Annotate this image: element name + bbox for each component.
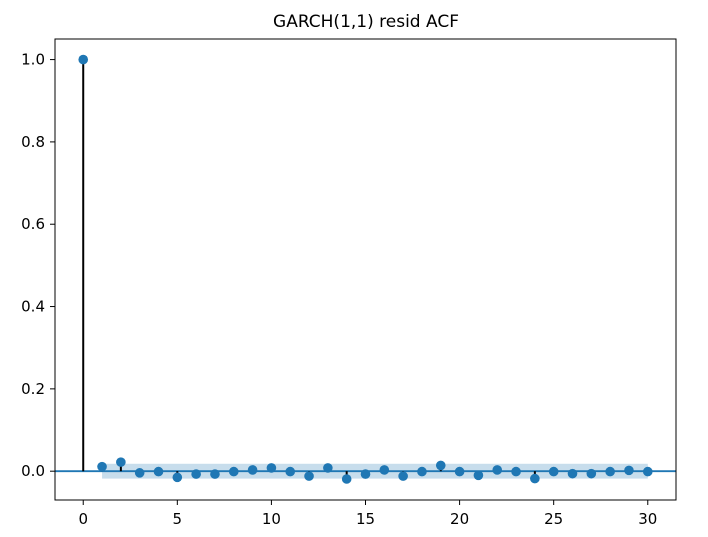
acf-point bbox=[379, 465, 390, 475]
acf-point bbox=[398, 471, 408, 481]
acf-point bbox=[567, 468, 578, 479]
acf-point bbox=[78, 54, 89, 65]
acf-point bbox=[530, 473, 540, 484]
x-tick-label: 30 bbox=[638, 510, 657, 528]
acf-point bbox=[285, 466, 296, 477]
acf-point bbox=[586, 468, 597, 479]
acf-point bbox=[492, 465, 503, 475]
acf-point bbox=[116, 457, 126, 467]
x-tick-label: 5 bbox=[173, 510, 183, 528]
x-tick-label: 10 bbox=[262, 510, 281, 528]
acf-point bbox=[191, 469, 201, 479]
y-tick-label: 1.0 bbox=[21, 51, 45, 69]
y-tick-label: 0.0 bbox=[21, 462, 45, 480]
acf-point bbox=[435, 460, 446, 471]
acf-point bbox=[210, 469, 220, 479]
y-tick-label: 0.8 bbox=[21, 133, 45, 151]
acf-point bbox=[454, 466, 465, 477]
y-tick-label: 0.2 bbox=[21, 380, 45, 398]
acf-point bbox=[247, 465, 258, 475]
acf-point bbox=[605, 466, 615, 477]
acf-point bbox=[548, 466, 559, 477]
y-tick-label: 0.4 bbox=[21, 298, 45, 316]
acf-point bbox=[642, 466, 653, 477]
y-axis: 0.0 0.2 0.4 0.6 0.8 1.0 bbox=[21, 51, 55, 480]
acf-point bbox=[266, 463, 277, 473]
acf-point bbox=[97, 461, 107, 472]
plot-frame bbox=[54, 38, 677, 501]
x-axis: 0 5 10 15 20 25 30 bbox=[78, 500, 657, 528]
plot-area bbox=[55, 54, 676, 484]
x-tick-label: 25 bbox=[544, 510, 563, 528]
acf-point bbox=[172, 472, 183, 483]
acf-point bbox=[624, 465, 634, 476]
acf-point bbox=[417, 466, 427, 477]
acf-point bbox=[153, 466, 164, 477]
acf-point bbox=[341, 474, 352, 484]
acf-point bbox=[323, 463, 333, 473]
x-tick-label: 0 bbox=[78, 510, 88, 528]
x-tick-label: 20 bbox=[450, 510, 469, 528]
acf-point bbox=[228, 466, 239, 477]
chart-title: GARCH(1,1) resid ACF bbox=[273, 12, 459, 32]
acf-point bbox=[304, 471, 314, 481]
x-tick-label: 15 bbox=[356, 510, 375, 528]
acf-point bbox=[511, 466, 521, 477]
acf-point bbox=[473, 470, 484, 481]
acf-point bbox=[360, 469, 371, 479]
y-tick-label: 0.6 bbox=[21, 215, 45, 233]
acf-point bbox=[134, 468, 145, 478]
